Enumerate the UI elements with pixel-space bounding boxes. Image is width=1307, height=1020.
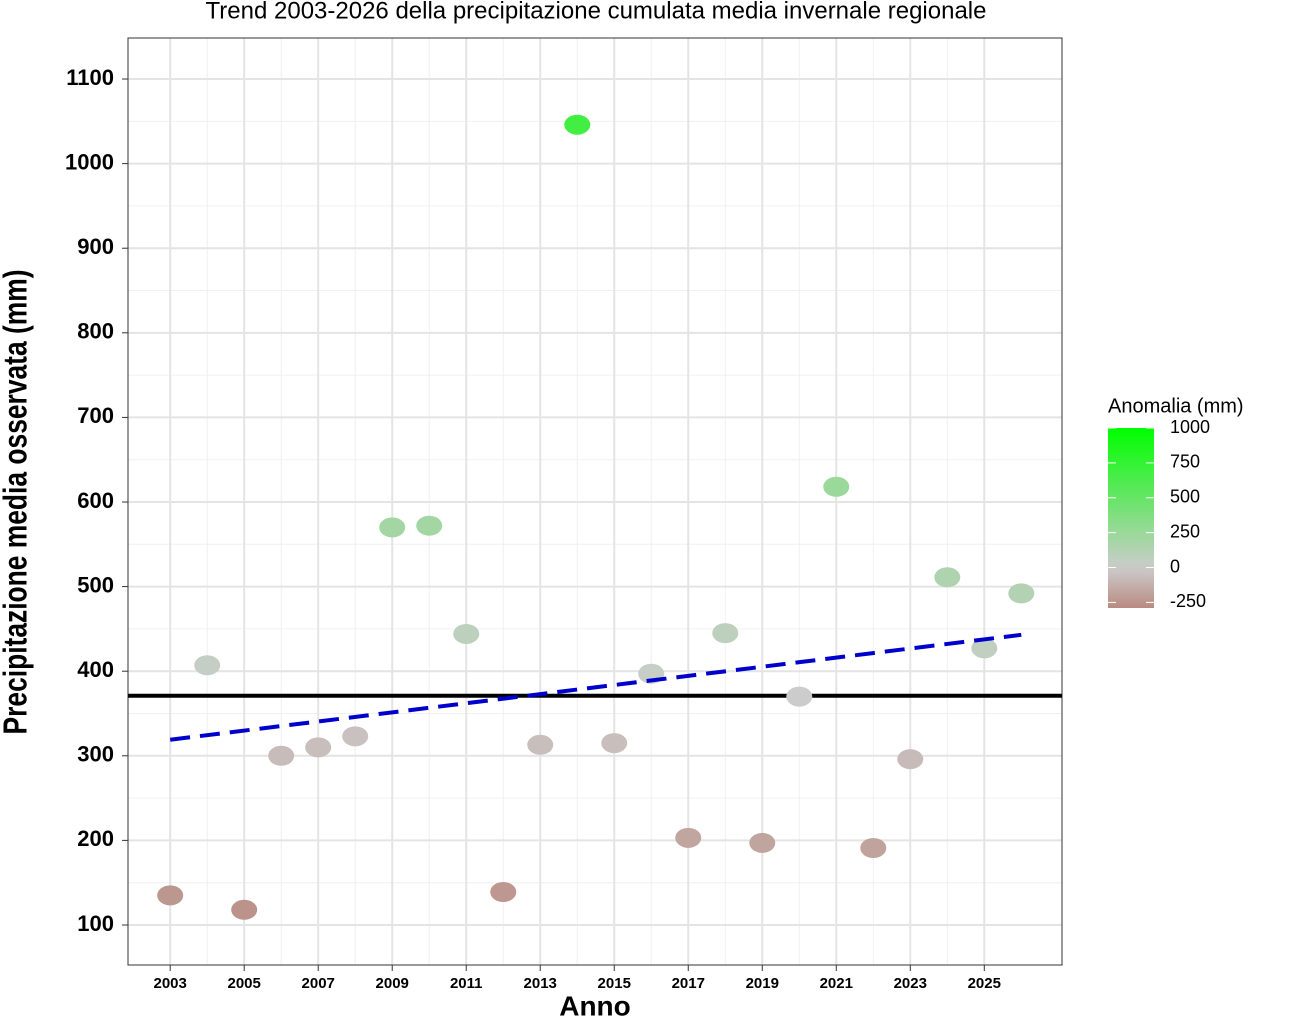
y-axis-title: Precipitazione media osservata (mm)	[0, 270, 34, 735]
point	[157, 885, 184, 906]
point	[527, 734, 554, 755]
y-tick-label: 1100	[66, 65, 114, 90]
point	[749, 832, 776, 853]
point	[231, 899, 258, 920]
point	[1008, 583, 1035, 604]
x-axis-title: Anno	[559, 990, 631, 1020]
colorbar-tick-label: 1000	[1170, 417, 1210, 437]
y-tick-label: 200	[77, 826, 114, 851]
point	[712, 623, 739, 644]
x-tick-label: 2023	[894, 975, 927, 992]
x-tick-label: 2021	[820, 975, 853, 992]
point	[564, 114, 591, 135]
plot-border	[127, 37, 1063, 966]
point	[194, 655, 221, 676]
x-tick-label: 2017	[672, 975, 705, 992]
y-tick-label: 500	[77, 572, 114, 597]
x-tick-label: 2019	[746, 975, 779, 992]
point	[860, 838, 887, 859]
x-tick-label: 2011	[450, 975, 483, 992]
colorbar-tick-label: 500	[1170, 487, 1200, 507]
colorbar-tick-label: 750	[1170, 452, 1200, 472]
x-tick-label: 2007	[302, 975, 335, 992]
point	[823, 476, 850, 497]
point	[786, 686, 813, 707]
point	[897, 749, 924, 770]
y-tick-label: 300	[77, 742, 114, 767]
point	[342, 726, 369, 747]
legend-title: Anomalia (mm)	[1108, 395, 1244, 417]
y-tick-label: 900	[77, 234, 114, 259]
y-tick-label: 700	[77, 403, 114, 428]
x-tick-label: 2009	[376, 975, 409, 992]
point	[379, 517, 406, 538]
y-tick-label: 600	[77, 488, 114, 513]
y-tick-label: 1000	[65, 149, 114, 174]
point	[453, 623, 480, 644]
colorbar-tick-label: -250	[1170, 591, 1206, 611]
point	[416, 515, 443, 536]
colorbar-tick-label: 0	[1170, 556, 1180, 576]
x-tick-label: 2003	[153, 975, 186, 992]
x-tick-label: 2013	[524, 975, 557, 992]
y-tick-label: 100	[77, 911, 114, 936]
colorbar-tick-label: 250	[1170, 521, 1200, 541]
point	[934, 567, 961, 588]
x-tick-label: 2025	[968, 975, 1001, 992]
chart-title: Trend 2003-2026 della precipitazione cum…	[206, 0, 987, 24]
colorbar	[1108, 428, 1154, 608]
point	[490, 881, 517, 902]
trend-line	[169, 632, 1022, 742]
point	[601, 733, 628, 754]
point	[675, 827, 702, 848]
x-tick-label: 2005	[228, 975, 261, 992]
point	[971, 638, 998, 659]
point	[305, 737, 332, 758]
y-tick-label: 400	[77, 657, 114, 682]
x-tick-label: 2015	[598, 975, 631, 992]
point	[268, 745, 295, 766]
y-tick-label: 800	[77, 319, 114, 344]
